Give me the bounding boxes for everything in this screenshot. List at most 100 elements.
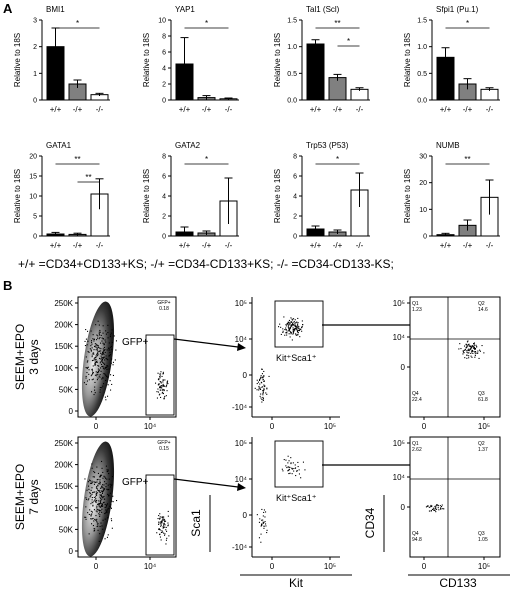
event-dot xyxy=(91,369,93,371)
event-dot xyxy=(87,366,89,368)
event-dot xyxy=(293,330,295,332)
event-dot xyxy=(288,327,290,329)
event-dot xyxy=(96,523,98,525)
y-tick-label: 1.0 xyxy=(287,44,297,51)
event-dot xyxy=(85,516,87,518)
event-dot xyxy=(101,474,103,476)
category-label: -/+ xyxy=(202,241,212,250)
event-dot xyxy=(261,508,263,510)
event-dot xyxy=(260,525,262,527)
event-dot xyxy=(157,388,159,390)
event-dot xyxy=(91,341,93,343)
event-dot xyxy=(107,332,109,334)
event-dot xyxy=(162,531,164,533)
event-dot xyxy=(167,515,169,517)
event-dot xyxy=(88,488,90,490)
event-dot xyxy=(468,355,470,357)
bar-chart-5: 0 5 10 15 20 Relative to 18S GATA1 +/+ -/+ -/- ** *… xyxy=(13,141,110,250)
quadrant-name: Q3 xyxy=(478,391,485,397)
event-dot xyxy=(297,323,299,325)
event-dot xyxy=(98,491,100,493)
event-dot xyxy=(111,329,113,331)
event-dot xyxy=(437,505,439,507)
event-dot xyxy=(115,349,117,351)
event-dot xyxy=(105,355,107,357)
event-dot xyxy=(160,523,162,525)
event-dot xyxy=(108,473,110,475)
event-dot xyxy=(284,334,286,336)
category-label: +/+ xyxy=(310,105,322,114)
event-dot xyxy=(105,486,107,488)
gate-arrow xyxy=(173,478,239,488)
event-dot xyxy=(261,401,263,403)
event-dot xyxy=(162,393,164,395)
flow-row-1: SEEM+EPO 3 days GFP+GFP+0.18250K200K150K10… xyxy=(13,296,501,431)
event-dot xyxy=(159,373,161,375)
event-dot xyxy=(103,373,105,375)
event-dot xyxy=(478,357,480,359)
event-dot xyxy=(293,325,295,327)
event-dot xyxy=(97,335,99,337)
event-dot xyxy=(159,528,161,530)
event-dot xyxy=(158,523,160,525)
event-dot xyxy=(470,355,472,357)
event-dot xyxy=(90,330,92,332)
event-dot xyxy=(430,510,432,512)
event-dot xyxy=(261,377,263,379)
category-label: +/+ xyxy=(179,241,191,250)
event-dot xyxy=(97,485,99,487)
event-dot xyxy=(469,349,471,351)
y-tick-label: 2 xyxy=(293,214,297,221)
event-dot xyxy=(103,488,105,490)
event-dot xyxy=(105,333,107,335)
event-dot xyxy=(93,481,95,483)
event-dot xyxy=(87,499,89,501)
event-dot xyxy=(285,325,287,327)
event-dot xyxy=(165,386,167,388)
event-dot xyxy=(292,468,294,470)
event-dot xyxy=(260,388,262,390)
event-dot xyxy=(100,348,102,350)
gfp-gate-label: GFP+ xyxy=(122,477,149,488)
event-dot xyxy=(107,376,109,378)
event-dot xyxy=(439,505,441,507)
event-dot xyxy=(167,380,169,382)
event-dot xyxy=(106,367,108,369)
event-dot xyxy=(292,323,294,325)
event-dot xyxy=(260,393,262,395)
kit-sca1-gate xyxy=(274,440,324,488)
event-dot xyxy=(98,370,100,372)
y-tick-label: 30 xyxy=(419,154,427,161)
event-dot xyxy=(91,513,93,515)
event-dot xyxy=(297,326,299,328)
event-dot xyxy=(96,348,98,350)
event-dot xyxy=(263,389,265,391)
event-dot xyxy=(262,515,264,517)
event-dot xyxy=(466,351,468,353)
y-tick-label: 100K xyxy=(54,364,73,373)
event-dot xyxy=(167,510,169,512)
event-dot xyxy=(100,497,102,499)
event-dot xyxy=(261,373,263,375)
event-dot xyxy=(102,490,104,492)
event-dot xyxy=(287,466,289,468)
event-dot xyxy=(97,320,99,322)
event-dot xyxy=(95,371,97,373)
event-dot xyxy=(107,489,109,491)
event-dot xyxy=(259,383,261,385)
event-dot xyxy=(163,389,165,391)
event-dot xyxy=(91,482,93,484)
event-dot xyxy=(99,347,101,349)
event-dot xyxy=(85,383,87,385)
event-dot xyxy=(262,376,264,378)
event-dot xyxy=(107,517,109,519)
event-dot xyxy=(111,341,113,343)
event-dot xyxy=(292,329,294,331)
event-density xyxy=(81,301,115,417)
event-dot xyxy=(288,460,290,462)
event-dot xyxy=(160,396,162,398)
event-dot xyxy=(97,529,99,531)
event-dot xyxy=(287,470,289,472)
event-dot xyxy=(91,480,93,482)
event-dot xyxy=(94,345,96,347)
